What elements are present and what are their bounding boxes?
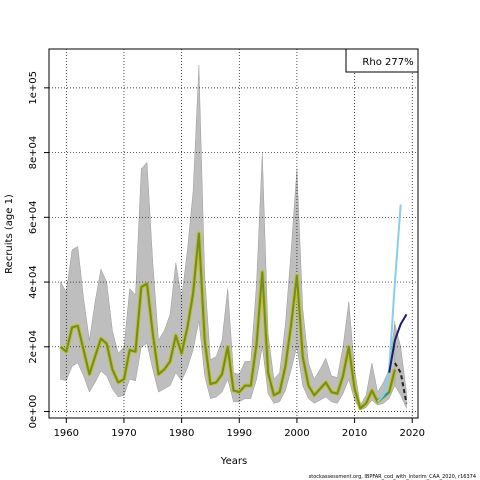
y-axis: 0e+00 2e+04 4e+04 6e+04 8e+04 1e+05	[28, 71, 49, 428]
source-caption: stockassessment.org, IBPFAR_cod_with_int…	[309, 474, 476, 480]
x-axis-title: Years	[220, 456, 247, 467]
x-tick-label-2020: 2020	[400, 428, 425, 439]
series-line-3	[388, 313, 408, 373]
x-tick-label-1980: 1980	[169, 428, 194, 439]
y-tick-label-100000: 1e+05	[28, 71, 39, 105]
x-tick-label-1960: 1960	[54, 428, 79, 439]
x-tick-label-1970: 1970	[111, 428, 136, 439]
y-tick-label-20000: 2e+04	[28, 330, 39, 364]
bands-layer	[60, 65, 407, 411]
y-tick-label-0: 0e+00	[28, 395, 39, 429]
y-axis-title: Recruits (age 1)	[4, 194, 15, 274]
y-tick-label-80000: 8e+04	[28, 136, 39, 170]
x-tick-label-2010: 2010	[342, 428, 367, 439]
legend-box: Rho 277%	[345, 48, 419, 73]
plot-frame	[48, 48, 419, 419]
series-line-0	[59, 232, 396, 410]
series-layer	[59, 204, 408, 411]
x-axis: 1960 1970 1980 1990 2000 2010 2020	[54, 418, 425, 439]
y-tick-label-60000: 6e+04	[28, 201, 39, 235]
y-tick-label-40000: 4e+04	[28, 265, 39, 299]
series-line-4	[394, 362, 408, 404]
legend-label: Rho 277%	[362, 57, 413, 68]
x-tick-label-2000: 2000	[284, 428, 309, 439]
x-tick-label-1990: 1990	[227, 428, 252, 439]
